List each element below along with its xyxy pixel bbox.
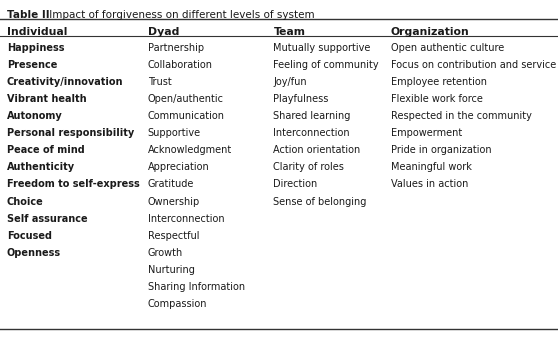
Text: Direction: Direction: [273, 179, 318, 190]
Text: Empowerment: Empowerment: [391, 128, 462, 138]
Text: Freedom to self-express: Freedom to self-express: [7, 179, 140, 190]
Text: Individual: Individual: [7, 27, 67, 37]
Text: Sense of belonging: Sense of belonging: [273, 197, 367, 207]
Text: Open/authentic: Open/authentic: [148, 94, 224, 104]
Text: Meaningful work: Meaningful work: [391, 163, 472, 172]
Text: Personal responsibility: Personal responsibility: [7, 128, 134, 138]
Text: Organization: Organization: [391, 27, 469, 37]
Text: Team: Team: [273, 27, 305, 37]
Text: Choice: Choice: [7, 197, 44, 207]
Text: Flexible work force: Flexible work force: [391, 94, 483, 104]
Text: Appreciation: Appreciation: [148, 163, 210, 172]
Text: Impact of forgiveness on different levels of system: Impact of forgiveness on different level…: [46, 10, 315, 20]
Text: Collaboration: Collaboration: [148, 60, 213, 70]
Text: Respected in the community: Respected in the community: [391, 111, 531, 121]
Text: Nurturing: Nurturing: [148, 265, 195, 275]
Text: Pride in organization: Pride in organization: [391, 145, 491, 155]
Text: Trust: Trust: [148, 77, 172, 87]
Text: Openness: Openness: [7, 248, 61, 258]
Text: Clarity of roles: Clarity of roles: [273, 163, 344, 172]
Text: Joy/fun: Joy/fun: [273, 77, 307, 87]
Text: Self assurance: Self assurance: [7, 214, 87, 224]
Text: Communication: Communication: [148, 111, 225, 121]
Text: Sharing Information: Sharing Information: [148, 282, 245, 292]
Text: Gratitude: Gratitude: [148, 179, 194, 190]
Text: Partnership: Partnership: [148, 43, 204, 53]
Text: Supportive: Supportive: [148, 128, 201, 138]
Text: Focus on contribution and service: Focus on contribution and service: [391, 60, 556, 70]
Text: Playfulness: Playfulness: [273, 94, 329, 104]
Text: Growth: Growth: [148, 248, 183, 258]
Text: Authenticity: Authenticity: [7, 163, 75, 172]
Text: Acknowledgment: Acknowledgment: [148, 145, 232, 155]
Text: Happiness: Happiness: [7, 43, 64, 53]
Text: Mutually supportive: Mutually supportive: [273, 43, 371, 53]
Text: Vibrant health: Vibrant health: [7, 94, 86, 104]
Text: Respectful: Respectful: [148, 231, 199, 241]
Text: Open authentic culture: Open authentic culture: [391, 43, 504, 53]
Text: Autonomy: Autonomy: [7, 111, 62, 121]
Text: Focused: Focused: [7, 231, 52, 241]
Text: Interconnection: Interconnection: [273, 128, 350, 138]
Text: Ownership: Ownership: [148, 197, 200, 207]
Text: Dyad: Dyad: [148, 27, 179, 37]
Text: Employee retention: Employee retention: [391, 77, 487, 87]
Text: Peace of mind: Peace of mind: [7, 145, 84, 155]
Text: Values in action: Values in action: [391, 179, 468, 190]
Text: Action orientation: Action orientation: [273, 145, 360, 155]
Text: Interconnection: Interconnection: [148, 214, 224, 224]
Text: Feeling of community: Feeling of community: [273, 60, 379, 70]
Text: Shared learning: Shared learning: [273, 111, 351, 121]
Text: Creativity/innovation: Creativity/innovation: [7, 77, 123, 87]
Text: Presence: Presence: [7, 60, 57, 70]
Text: Table II: Table II: [7, 10, 49, 20]
Text: Compassion: Compassion: [148, 299, 208, 309]
